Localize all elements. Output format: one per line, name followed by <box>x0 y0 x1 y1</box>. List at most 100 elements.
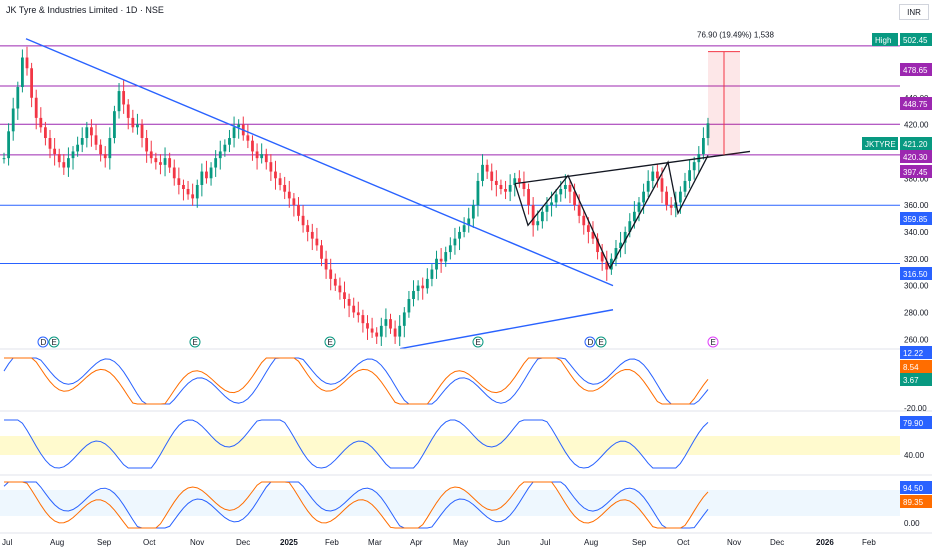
price-label-value: 478.65 <box>903 66 928 75</box>
indicator-line <box>3 357 709 405</box>
candle-body <box>269 162 273 172</box>
candle-body <box>76 144 80 152</box>
candle-body <box>573 191 576 206</box>
candle-body <box>44 127 47 139</box>
indicator-value-box <box>900 416 932 429</box>
event-marker <box>707 336 719 348</box>
candle-body <box>11 108 15 132</box>
candle-body <box>628 221 632 232</box>
candle-body <box>389 319 392 329</box>
candle-body <box>591 231 595 239</box>
candle-body <box>7 131 11 159</box>
candle-body <box>439 258 443 262</box>
indicator-value-box <box>900 346 932 359</box>
event-marker-label: D <box>41 338 47 347</box>
event-marker-label: E <box>52 338 57 347</box>
candle-body <box>168 158 172 168</box>
x-tick-label: Oct <box>143 538 156 547</box>
candle-body <box>398 325 402 337</box>
event-marker <box>48 336 60 348</box>
candle-body <box>274 171 277 179</box>
candle-body <box>62 162 66 168</box>
candle-body <box>352 305 356 313</box>
candle-body <box>540 211 544 222</box>
price-label-value: 316.50 <box>903 270 928 279</box>
candle-body <box>347 299 351 306</box>
candle-body <box>453 238 457 246</box>
candle-body <box>517 178 521 183</box>
candle-body <box>545 205 549 212</box>
x-tick-label: 2025 <box>280 538 298 547</box>
y-tick-label: 380.00 <box>904 174 929 183</box>
candle-body <box>623 231 627 243</box>
candle-body <box>21 57 24 88</box>
indicator-y-tick: -20.00 <box>904 404 927 413</box>
candle-body <box>513 178 517 185</box>
candle-body <box>402 312 406 326</box>
candle-body <box>425 278 429 289</box>
candle-body <box>159 162 162 165</box>
candle-body <box>260 154 264 159</box>
price-label-box <box>900 150 932 163</box>
x-tick-label: Sep <box>97 538 112 547</box>
price-label-box <box>900 267 932 280</box>
candle-body <box>471 205 475 219</box>
y-tick-label: 280.00 <box>904 308 929 317</box>
price-label-name: High <box>875 36 891 45</box>
price-label-box <box>900 97 932 110</box>
event-marker <box>37 336 49 348</box>
candle-body <box>683 180 687 192</box>
indicator-value-box <box>900 360 932 373</box>
candle-body <box>2 158 6 160</box>
x-tick-label: Aug <box>50 538 64 547</box>
candle-body <box>292 198 296 206</box>
price-label-value: 448.75 <box>903 100 928 109</box>
event-marker-label: E <box>476 338 481 347</box>
event-marker-label: E <box>193 338 198 347</box>
measure-label: 76.90 (19.49%) 1,538 <box>697 31 774 40</box>
candle-body <box>522 182 526 189</box>
event-marker <box>324 336 336 348</box>
x-tick-label: Feb <box>862 538 876 547</box>
candle-body <box>320 245 323 259</box>
candle-body <box>637 202 641 212</box>
candle-body <box>154 158 158 163</box>
candle-body <box>232 127 236 139</box>
candle-body <box>149 151 153 159</box>
neckline <box>514 150 751 185</box>
candle-body <box>16 87 20 109</box>
candle-body <box>554 194 558 203</box>
currency-label[interactable]: INR <box>899 4 929 20</box>
candle-body <box>182 184 185 189</box>
candle-body <box>490 171 494 181</box>
x-tick-label: May <box>453 538 468 547</box>
candle-body <box>140 124 144 139</box>
candle-body <box>605 261 609 270</box>
candle-body <box>485 164 489 172</box>
y-tick-label: 320.00 <box>904 255 929 264</box>
price-label-value: 502.45 <box>903 36 928 45</box>
candle-body <box>430 269 434 279</box>
price-label-value: 397.45 <box>903 168 928 177</box>
candle-body <box>655 171 659 179</box>
candle-body <box>172 167 176 179</box>
candle-body <box>499 184 503 189</box>
x-tick-label: Dec <box>236 538 250 547</box>
candle-body <box>416 285 420 291</box>
candle-body <box>586 225 590 232</box>
candle-body <box>278 178 282 185</box>
candle-body <box>71 151 75 159</box>
candle-body <box>237 124 241 128</box>
candle-body <box>283 184 287 192</box>
y-tick-label: 300.00 <box>904 282 929 291</box>
candle-body <box>333 278 337 286</box>
candle-body <box>103 154 107 159</box>
rsi-band <box>0 436 900 455</box>
indicator-value: 12.22 <box>903 349 924 358</box>
price-label-box <box>900 33 932 46</box>
event-marker-label: E <box>599 338 604 347</box>
y-tick-label: 340.00 <box>904 228 929 237</box>
candle-body <box>379 325 383 337</box>
price-label-value: 420.30 <box>903 153 928 162</box>
